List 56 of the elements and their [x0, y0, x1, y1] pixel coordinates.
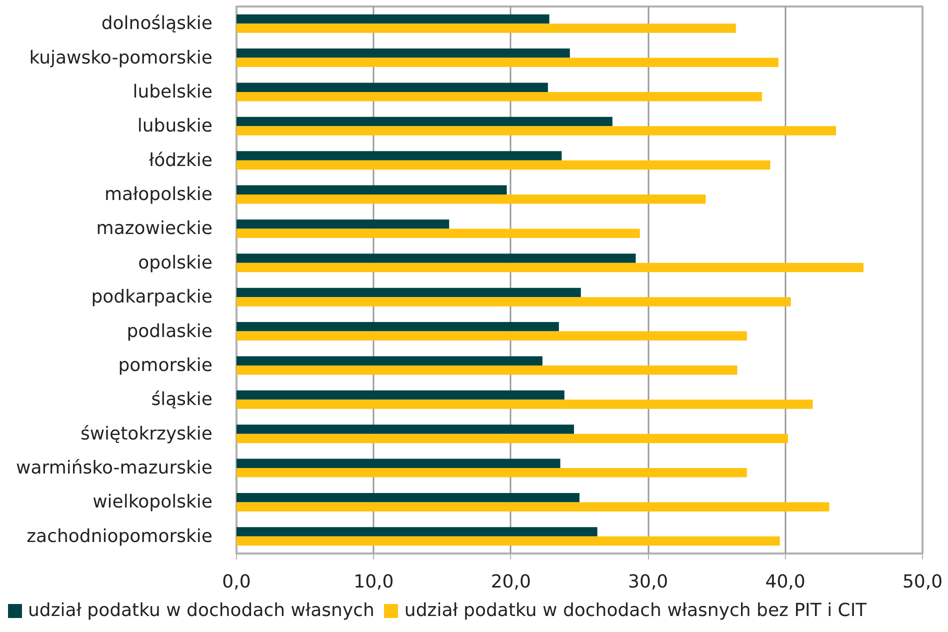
- y-tick-label: łódzkie: [149, 150, 213, 171]
- x-tick-label: 20,0: [490, 572, 531, 592]
- bar: [236, 92, 762, 102]
- y-tick-label: małopolskie: [104, 184, 213, 206]
- bar: [236, 365, 738, 375]
- bar: [236, 400, 813, 409]
- bar: [236, 390, 564, 400]
- bar: [236, 58, 778, 68]
- bar: [236, 126, 836, 136]
- y-tick-label: świętokrzyskie: [80, 423, 212, 444]
- y-tick-label: warmińsko-mazurskie: [16, 458, 213, 479]
- y-tick-label: opolskie: [138, 252, 213, 274]
- bar: [236, 536, 780, 546]
- bar: [236, 194, 706, 204]
- bar: [236, 492, 580, 502]
- bar: [236, 297, 791, 306]
- x-tick-label: 50,0: [902, 572, 943, 592]
- y-tick-label: wielkopolskie: [92, 492, 213, 513]
- legend-label: udział podatku w dochodach własnych: [28, 599, 374, 624]
- y-tick-label: podlaskie: [126, 320, 213, 342]
- bar: [236, 502, 830, 512]
- y-tick-label: podkarpackie: [91, 286, 213, 308]
- bar: [236, 48, 570, 58]
- bar: [236, 468, 747, 478]
- x-tick-label: 0,0: [222, 572, 251, 592]
- bar: [236, 356, 542, 366]
- bar: [236, 185, 507, 195]
- bar: [236, 262, 864, 272]
- y-tick-label: kujawsko-pomorskie: [29, 47, 212, 68]
- bar: [236, 331, 747, 341]
- y-tick-label: lubelskie: [132, 81, 213, 102]
- y-tick-label: dolnośląskie: [101, 13, 213, 34]
- bar: [236, 116, 612, 126]
- bar: [236, 14, 550, 24]
- bar: [236, 434, 788, 444]
- bar: [236, 254, 636, 263]
- bar: [236, 424, 574, 434]
- y-tick-label: śląskie: [151, 389, 213, 410]
- y-tick-label: zachodniopomorskie: [26, 526, 212, 547]
- y-tick-label: pomorskie: [118, 354, 213, 376]
- x-tick-label: 30,0: [628, 572, 668, 592]
- bar: [236, 458, 560, 468]
- bar: [236, 219, 450, 229]
- y-tick-label: mazowieckie: [96, 218, 212, 240]
- bar: [236, 160, 770, 170]
- y-tick-label: lubuskie: [137, 116, 213, 137]
- bar: [236, 24, 736, 33]
- x-tick-label: 10,0: [354, 572, 394, 592]
- bar: [236, 228, 640, 238]
- bar: [236, 527, 598, 536]
- bar: [236, 322, 559, 332]
- bar: [236, 82, 548, 92]
- bar: [236, 288, 581, 298]
- legend-label: udział podatku w dochodach własnych bez PIT i CIT: [404, 599, 867, 624]
- x-tick-label: 40,0: [765, 572, 806, 592]
- bar: [236, 151, 562, 160]
